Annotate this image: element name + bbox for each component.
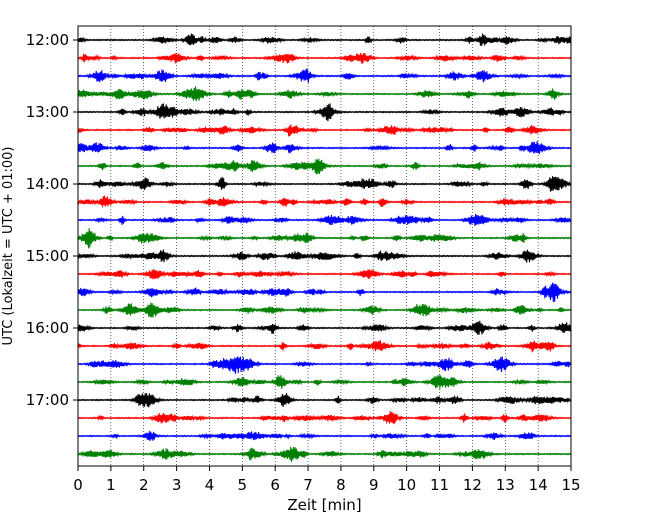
x-tick-label: 5: [238, 476, 248, 494]
trace-line: [77, 141, 572, 155]
trace-line: [77, 176, 572, 192]
y-tick-label: 14:00: [26, 175, 69, 193]
x-tick-label: 2: [139, 476, 149, 494]
trace-line: [77, 282, 572, 302]
trace-line: [77, 195, 572, 208]
x-tick-label: 15: [561, 476, 580, 494]
y-tick-label: 12:00: [26, 31, 69, 49]
trace-line: [77, 356, 572, 374]
trace-line: [77, 124, 572, 137]
trace-line: [77, 33, 572, 46]
x-axis: 0 1 2 3 4 5 6 7 8 9 10 11 12 13 14 15: [73, 466, 581, 494]
x-tick-label: 4: [205, 476, 215, 494]
x-tick-label: 1: [106, 476, 116, 494]
x-tick-label: 13: [496, 476, 515, 494]
trace-line: [77, 411, 572, 425]
x-tick-label: 11: [430, 476, 449, 494]
x-tick-label: 8: [336, 476, 346, 494]
trace-line: [77, 213, 572, 227]
plot-background: [78, 26, 571, 466]
x-axis-label: Zeit [min]: [287, 496, 361, 514]
x-tick-label: 9: [369, 476, 379, 494]
trace-group: [77, 33, 572, 462]
y-tick-label: 13:00: [26, 103, 69, 121]
trace-line: [77, 375, 572, 389]
x-tick-label: 14: [529, 476, 548, 494]
x-grid: [110, 26, 539, 466]
trace-line: [77, 158, 572, 175]
trace-line: [77, 68, 572, 83]
trace-line: [77, 431, 572, 441]
y-axis-label: UTC (Lokalzeit = UTC + 01:00): [1, 147, 16, 346]
x-tick-label: 7: [303, 476, 313, 494]
y-tick-label: 17:00: [26, 391, 69, 409]
trace-line: [77, 228, 572, 249]
x-tick-label: 3: [172, 476, 182, 494]
trace-line: [77, 86, 572, 102]
x-tick-label: 0: [73, 476, 83, 494]
y-axis: 12:00 13:00 14:00 15:00 16:00 17:00: [26, 31, 78, 409]
y-tick-label: 16:00: [26, 319, 69, 337]
x-tick-label: 6: [270, 476, 280, 494]
y-tick-label: 15:00: [26, 247, 69, 265]
x-tick-label: 10: [397, 476, 416, 494]
trace-line: [77, 249, 572, 263]
trace-line: [77, 52, 572, 64]
trace-line: [77, 446, 572, 462]
x-tick-label: 12: [463, 476, 482, 494]
trace-line: [77, 269, 572, 280]
trace-line: [77, 393, 572, 408]
trace-line: [77, 103, 572, 122]
plot-frame: [77, 25, 572, 467]
trace-line: [77, 340, 572, 353]
trace-line: [77, 320, 572, 335]
trace-line: [77, 302, 572, 318]
